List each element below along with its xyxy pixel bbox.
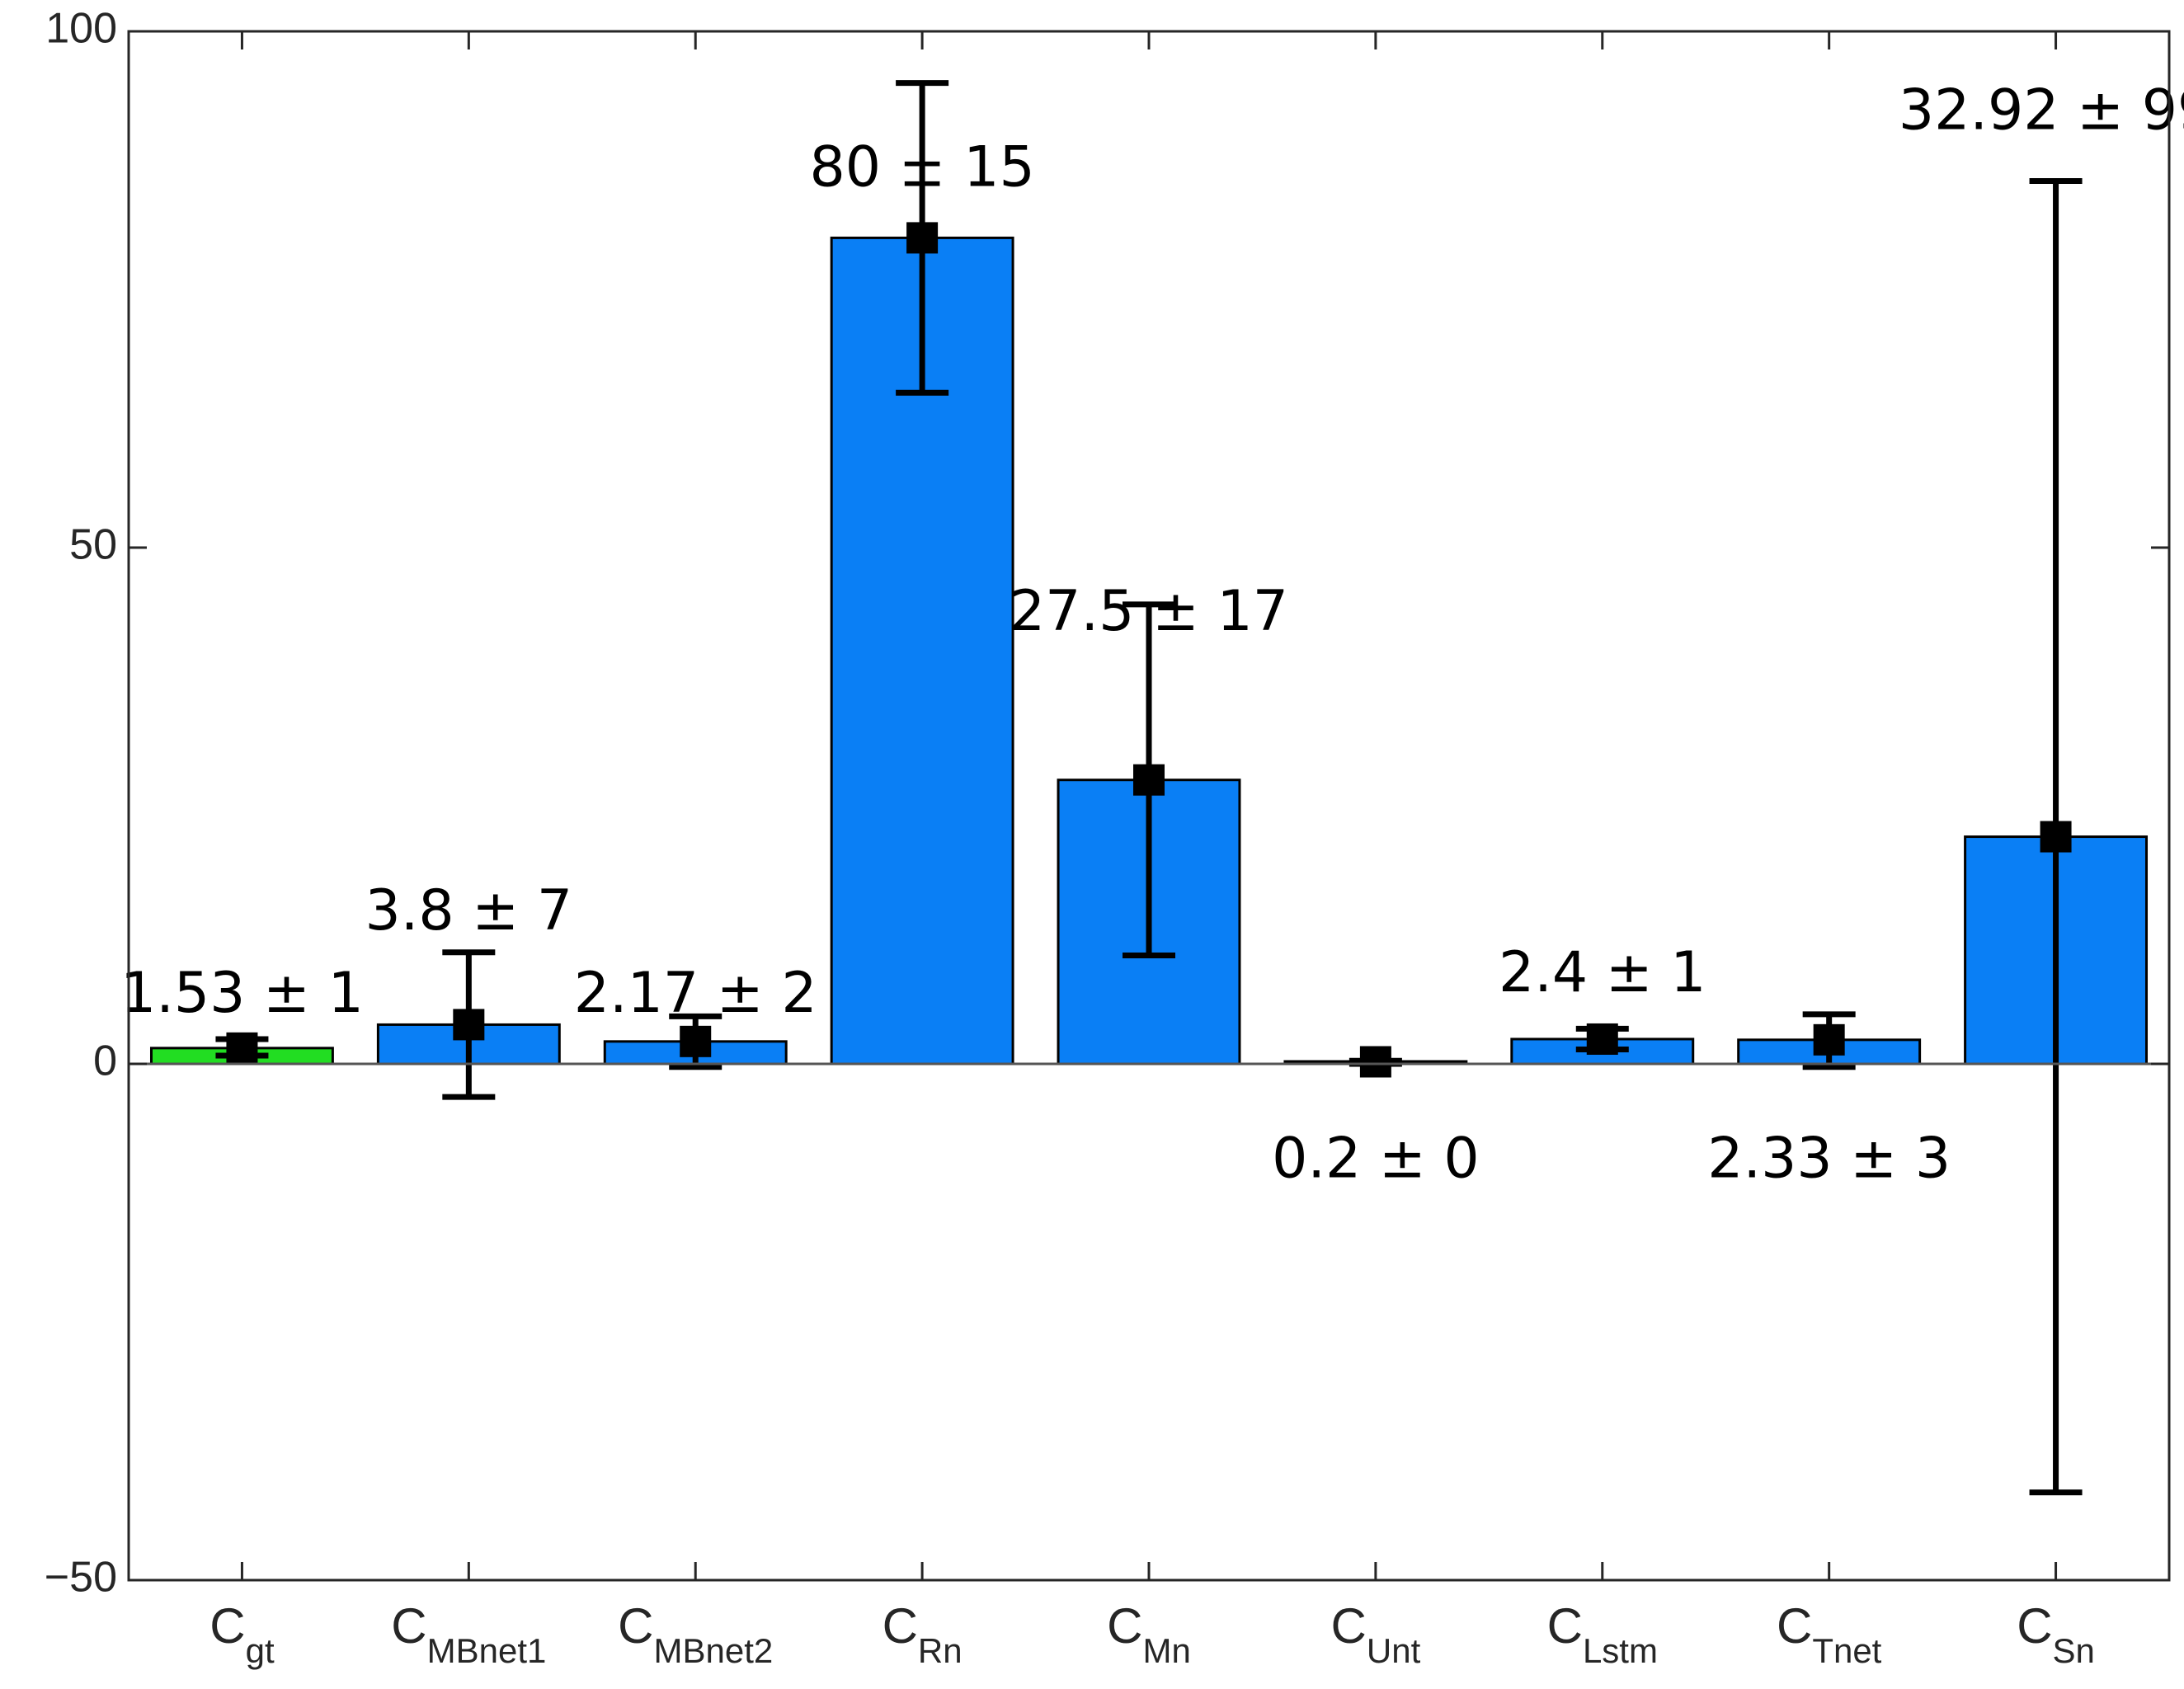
mean-marker xyxy=(680,1025,712,1057)
error-bar-rn xyxy=(896,80,949,396)
mean-marker xyxy=(226,1032,258,1064)
data-label: 27.5 ± 17 xyxy=(1010,579,1288,644)
data-label: 32.92 ± 99 xyxy=(1899,78,2184,143)
x-tick-label-tnet: CTnet xyxy=(1777,1598,1882,1670)
x-tick-label-gt: Cgt xyxy=(209,1598,275,1670)
y-tick-label: 0 xyxy=(93,1037,117,1085)
data-label: 1.53 ± 1 xyxy=(120,961,364,1026)
error-bar-gt xyxy=(215,1032,269,1064)
data-label: 2.17 ± 2 xyxy=(574,961,817,1026)
mean-marker xyxy=(453,1009,485,1041)
axes: −50 0 50 100 Cgt CMBnet1 CMBnet2 CRn CMn CUnt CLst… xyxy=(45,5,2171,1670)
x-tick-label-mbnet2: CMBnet2 xyxy=(618,1598,773,1670)
mean-marker xyxy=(1359,1046,1391,1078)
error-bar-mbnet1 xyxy=(442,949,496,1100)
error-bar-mn xyxy=(1123,601,1175,959)
mean-marker xyxy=(906,222,939,254)
mean-marker xyxy=(1586,1023,1618,1055)
data-label: 3.8 ± 7 xyxy=(365,878,573,943)
x-tick-label-lstm: CLstm xyxy=(1547,1598,1658,1670)
mean-marker xyxy=(2040,821,2072,853)
x-tick-label-mn: CMn xyxy=(1107,1598,1191,1670)
data-label: 0.2 ± 0 xyxy=(1272,1126,1480,1191)
y-tick-label: 50 xyxy=(69,521,117,569)
error-bar-tnet xyxy=(1802,1011,1856,1070)
data-labels: 1.53 ± 13.8 ± 72.17 ± 2 80 ± 15 27.5 ± 17 0… xyxy=(120,78,2184,1192)
data-label: 2.4 ± 1 xyxy=(1499,940,1706,1005)
x-tick-label-sn: CSn xyxy=(2017,1598,2095,1670)
x-tick-label-rn: CRn xyxy=(883,1598,963,1670)
mean-marker xyxy=(1133,764,1165,796)
y-tick-label: 100 xyxy=(45,5,117,53)
error-bar-sn xyxy=(2029,178,2083,1496)
mean-marker xyxy=(1813,1023,1845,1056)
data-label: 2.33 ± 3 xyxy=(1707,1126,1951,1191)
error-bar-mbnet2 xyxy=(669,1013,723,1070)
x-tick-label-unt: CUnt xyxy=(1331,1598,1421,1670)
error-bars xyxy=(215,80,2083,1496)
error-bar-lstm xyxy=(1575,1023,1629,1055)
x-tick-label-mbnet1: CMBnet1 xyxy=(391,1598,546,1670)
data-label: 80 ± 15 xyxy=(809,135,1034,200)
y-tick-label: −50 xyxy=(45,1554,117,1602)
